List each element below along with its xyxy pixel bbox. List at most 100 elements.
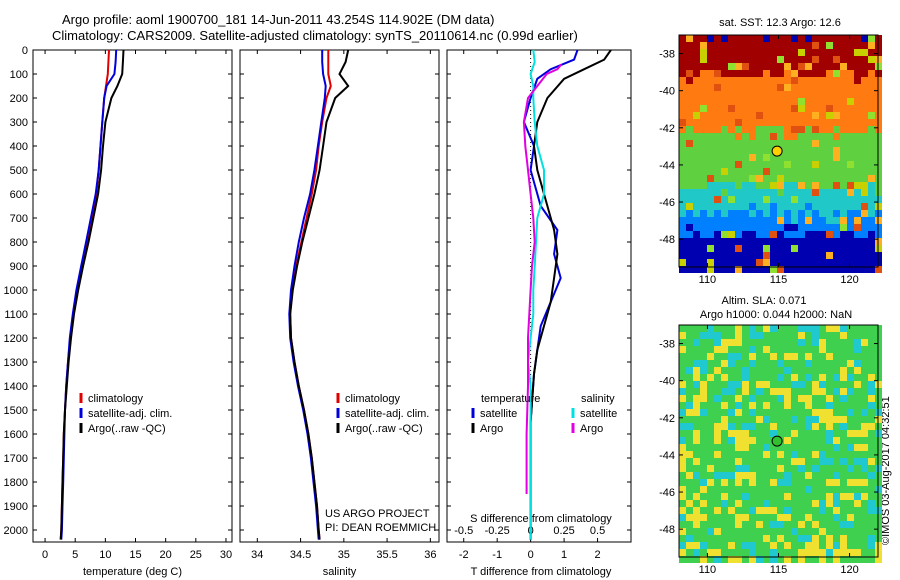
map-cell <box>728 35 735 42</box>
map-cell <box>763 381 770 388</box>
map-cell <box>833 346 840 353</box>
map-cell <box>798 486 805 493</box>
map-cell <box>728 374 735 381</box>
map-cell <box>805 168 812 175</box>
map-cell <box>847 360 854 367</box>
map-cell <box>700 556 707 563</box>
map-cell <box>728 70 735 77</box>
map-cell <box>861 245 868 252</box>
map-cell <box>700 231 707 238</box>
map-cell <box>721 84 728 91</box>
map-cell <box>700 119 707 126</box>
map-cell <box>679 409 686 416</box>
map-cell <box>854 189 861 196</box>
map-cell <box>777 542 784 549</box>
map-cell <box>805 63 812 70</box>
map-cell <box>826 224 833 231</box>
map-cell <box>847 70 854 77</box>
map-cell <box>735 339 742 346</box>
map-cell <box>805 238 812 245</box>
map-cell <box>861 98 868 105</box>
map-cell <box>749 402 756 409</box>
map-cell <box>686 147 693 154</box>
map-cell <box>763 49 770 56</box>
map-cell <box>805 35 812 42</box>
map-cell <box>679 514 686 521</box>
map-cell <box>833 182 840 189</box>
map-cell <box>679 486 686 493</box>
map-cell <box>833 416 840 423</box>
map-cell <box>868 514 875 521</box>
map-cell <box>707 381 714 388</box>
map-cell <box>784 224 791 231</box>
map-cell <box>749 77 756 84</box>
map-cell <box>679 346 686 353</box>
map-cell <box>784 360 791 367</box>
map-cell <box>742 507 749 514</box>
map-cell <box>812 168 819 175</box>
map-cell <box>861 500 868 507</box>
map-cell <box>679 374 686 381</box>
map-cell <box>700 507 707 514</box>
map-cell <box>749 98 756 105</box>
map-cell <box>868 259 875 266</box>
map-cell <box>756 374 763 381</box>
map-cell <box>707 423 714 430</box>
map-cell <box>791 231 798 238</box>
map-cell <box>749 252 756 259</box>
map-cell <box>742 147 749 154</box>
map-cell <box>826 91 833 98</box>
map-cell <box>721 409 728 416</box>
map-cell <box>798 133 805 140</box>
y-tick-label: 400 <box>10 141 28 153</box>
map-cell <box>770 528 777 535</box>
map-cell <box>854 486 861 493</box>
map-cell <box>707 339 714 346</box>
map-cell <box>833 465 840 472</box>
map-cell <box>826 346 833 353</box>
map-cell <box>833 325 840 332</box>
map-cell <box>707 42 714 49</box>
map-cell <box>798 126 805 133</box>
map-cell <box>714 224 721 231</box>
map-cell <box>819 98 826 105</box>
map-cell <box>770 266 777 273</box>
map-cell <box>826 203 833 210</box>
map-cell <box>791 35 798 42</box>
map-cell <box>861 395 868 402</box>
map-cell <box>819 63 826 70</box>
map-cell <box>679 154 686 161</box>
map-cell <box>798 252 805 259</box>
map-cell <box>826 556 833 563</box>
map-cell <box>784 154 791 161</box>
map-cell <box>784 238 791 245</box>
map-cell <box>833 161 840 168</box>
map-cell <box>700 105 707 112</box>
map-cell <box>714 119 721 126</box>
map-cell <box>679 444 686 451</box>
map-cell <box>868 535 875 542</box>
map-cell <box>826 182 833 189</box>
map-cell <box>749 332 756 339</box>
map-cell <box>840 224 847 231</box>
map-cell <box>805 259 812 266</box>
map-cell <box>763 105 770 112</box>
map-cell <box>826 161 833 168</box>
map-cell <box>679 70 686 77</box>
map-cell <box>756 161 763 168</box>
map-cell <box>700 402 707 409</box>
map-cell <box>791 339 798 346</box>
map-cell <box>742 458 749 465</box>
map-cell <box>679 196 686 203</box>
y-tick-label: 1600 <box>4 429 28 441</box>
map-cell <box>763 514 770 521</box>
map-cell <box>735 35 742 42</box>
map-cell <box>707 203 714 210</box>
map-cell <box>756 507 763 514</box>
y-tick-label: 2000 <box>4 525 28 537</box>
map-cell <box>721 549 728 556</box>
map-cell <box>854 402 861 409</box>
map-cell <box>840 367 847 374</box>
map-cell <box>679 367 686 374</box>
map-cell <box>707 168 714 175</box>
